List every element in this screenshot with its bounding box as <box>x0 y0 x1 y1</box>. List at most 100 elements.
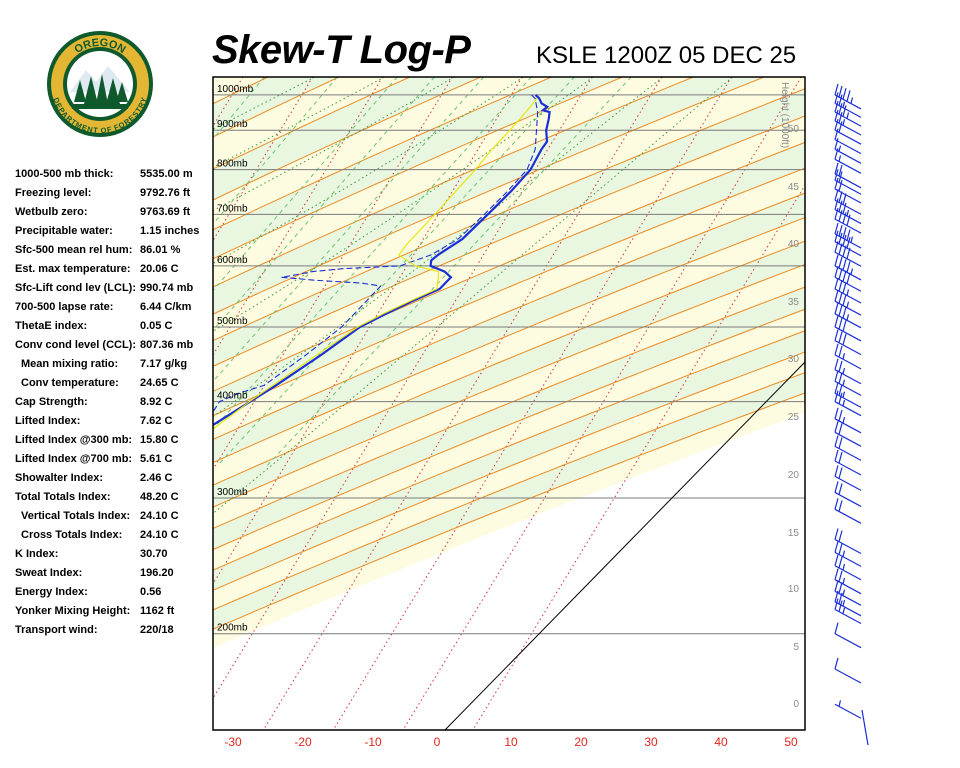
dry-adiabat-line <box>213 167 805 417</box>
index-label: Energy Index: <box>15 586 88 598</box>
index-value: 20.06 C <box>140 263 179 275</box>
wind-barb <box>834 407 862 434</box>
dry-adiabat-line <box>213 77 481 201</box>
wind-barb <box>834 358 862 385</box>
wind-barb-flag <box>834 162 839 174</box>
index-label: Lifted Index @300 mb: <box>15 434 133 446</box>
adiabat-band <box>213 115 805 392</box>
wind-barb-flag <box>834 370 839 382</box>
index-label: Conv cond level (CCL): <box>15 339 137 351</box>
wind-barb-flag <box>834 138 839 150</box>
wind-barb-shaft <box>834 354 862 370</box>
wind-barb <box>834 109 862 136</box>
wind-barb <box>834 189 862 215</box>
wind-barb <box>834 370 862 396</box>
wind-barb-half-flag <box>842 563 846 571</box>
wind-barb-flag <box>834 554 839 566</box>
wind-barb-flag <box>842 234 847 247</box>
wind-barb <box>834 290 862 316</box>
wind-barb-flag <box>834 222 839 235</box>
dry-adiabat-line <box>213 263 805 508</box>
wind-barb-flag <box>842 282 847 294</box>
wind-barb-shaft <box>834 300 862 316</box>
pressure-label: 1000mb <box>217 84 254 95</box>
wind-barb-shaft <box>834 579 862 595</box>
isotherm-line <box>0 77 103 730</box>
height-tick-label: 50 <box>788 124 800 135</box>
wind-barb-flag <box>834 277 839 290</box>
wind-barb-half-flag <box>842 391 846 398</box>
wind-barb-shaft <box>834 276 862 292</box>
isotherm-line <box>213 77 453 471</box>
mixing-ratio-line <box>213 77 435 332</box>
adiabat-band <box>213 77 268 104</box>
adiabat-band <box>213 88 805 367</box>
wind-barb-half-flag <box>846 301 850 308</box>
isotherm-line <box>0 77 34 730</box>
index-label: Est. max temperature: <box>15 263 131 275</box>
dry-adiabat-line <box>213 192 805 440</box>
x-tick-label: 50 <box>784 735 798 749</box>
wind-barb <box>834 580 862 606</box>
index-label: Vertical Totals Index: <box>21 510 131 522</box>
index-label: Transport wind: <box>15 624 98 636</box>
wind-barb-flag <box>842 270 847 282</box>
x-tick-label: 20 <box>574 735 588 749</box>
isotherm-line <box>332 77 732 730</box>
wind-barb-flag <box>834 109 839 122</box>
wind-barb-half-flag <box>846 112 850 119</box>
wind-barb-flag <box>834 421 839 433</box>
wind-barb <box>834 622 862 649</box>
pressure-label: 700mb <box>217 203 248 214</box>
mixing-ratio-label: 3 <box>77 471 89 480</box>
index-label: Sfc-Lift cond lev (LCL): <box>15 282 136 294</box>
wind-barb-shaft <box>834 508 862 524</box>
wind-barb-half-flag <box>838 155 842 162</box>
wind-barb-flag <box>834 207 839 220</box>
height-tick-label: 10 <box>788 584 800 595</box>
adiabat-band <box>213 287 805 550</box>
index-label: Yonker Mixing Height: <box>15 605 131 617</box>
wind-barb <box>834 449 862 476</box>
dry-adiabat-line <box>213 351 805 591</box>
wind-barb-flag <box>834 390 839 402</box>
index-label: Lifted Index: <box>15 415 81 427</box>
wind-barb-shaft <box>834 188 862 204</box>
dry-adiabat-line <box>213 141 805 392</box>
dry-adiabat-line <box>213 77 694 288</box>
wind-barb-flag <box>846 90 851 102</box>
dry-adiabat-line <box>213 330 805 571</box>
wind-barb-flag <box>838 500 843 512</box>
wind-barb <box>834 382 862 408</box>
wind-barb-shaft <box>834 313 862 329</box>
wind-barb <box>834 315 862 342</box>
index-value: 7.62 C <box>140 415 173 427</box>
wind-barb-flag <box>838 164 843 177</box>
wind-barb-flag <box>838 582 843 594</box>
wind-barb-shaft <box>834 392 862 408</box>
wind-barb-shaft <box>834 418 862 434</box>
dry-adiabat-line <box>213 115 805 367</box>
x-tick-label: -10 <box>364 735 382 749</box>
index-value: 9792.76 ft <box>140 187 191 199</box>
chart-title: Skew-T Log-P <box>212 28 471 72</box>
index-value: 6.44 C/km <box>140 301 192 313</box>
wind-barb-flag <box>834 590 839 602</box>
wind-barb-flag <box>842 306 847 319</box>
x-tick-label: -30 <box>224 735 242 749</box>
wind-barb-flag <box>838 392 843 404</box>
wind-barb <box>834 254 862 281</box>
wind-barb-shaft <box>834 475 862 491</box>
wind-barb-flag <box>834 329 839 341</box>
wind-barb-flag <box>838 225 843 237</box>
wind-barb-flag <box>838 423 843 435</box>
wind-barb-flag <box>838 191 843 203</box>
index-label: Showalter Index: <box>15 472 104 484</box>
oregon-forestry-logo: OREGON DEPARTMENT OF FORESTRY <box>46 30 154 138</box>
pressure-label: 900mb <box>217 119 248 130</box>
wind-barb <box>834 148 862 174</box>
wind-barb-flag <box>846 261 851 273</box>
isotherm-line <box>213 77 523 585</box>
wind-barb-shaft <box>834 633 862 649</box>
wind-barb-flag <box>838 592 843 605</box>
